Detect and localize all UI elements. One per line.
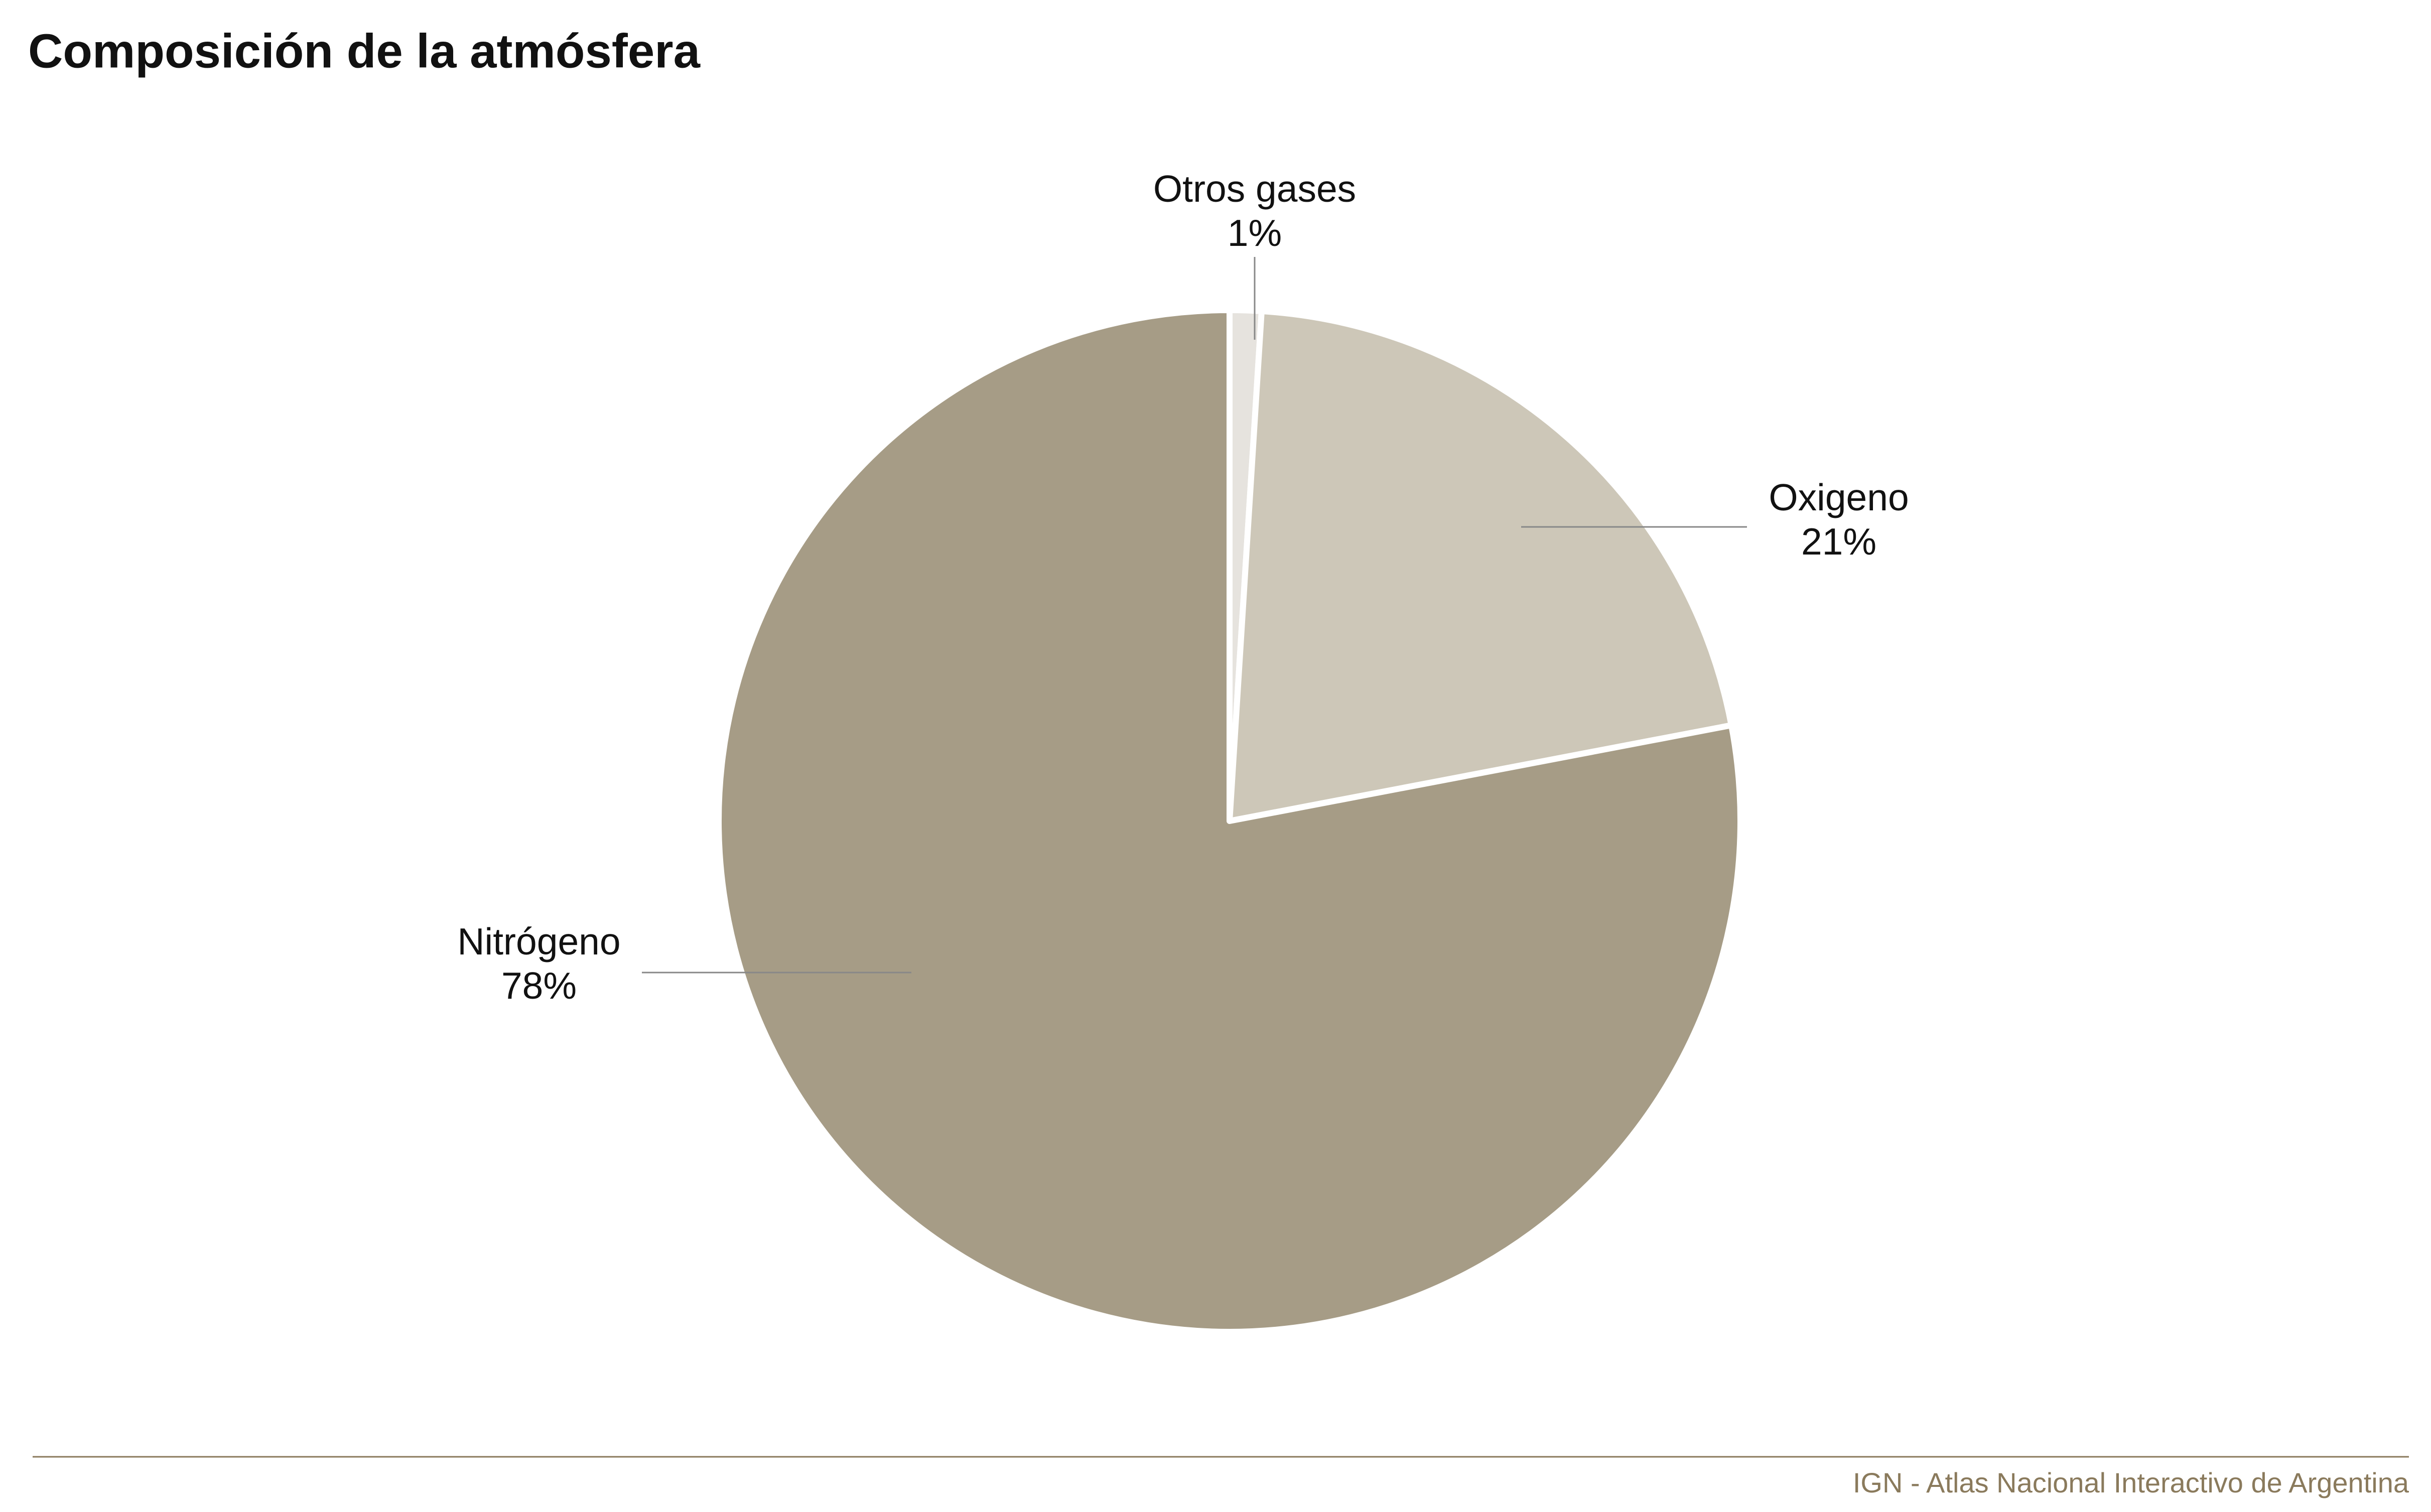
slice-label: Otros gases bbox=[1153, 168, 1356, 210]
pie-slice bbox=[716, 307, 1743, 1335]
value-label: 78% bbox=[501, 965, 577, 1007]
source: IGN - Atlas Nacional Interactivo de Arge… bbox=[1853, 1467, 2409, 1498]
chart-title: Composición de la atmósfera bbox=[28, 24, 701, 78]
value-label: 1% bbox=[1228, 212, 1282, 254]
pie-slice bbox=[1227, 308, 1734, 824]
value-label: 21% bbox=[1801, 520, 1876, 563]
slice-label: Oxigeno bbox=[1769, 476, 1909, 518]
slice-label: Nitrógeno bbox=[457, 920, 620, 963]
